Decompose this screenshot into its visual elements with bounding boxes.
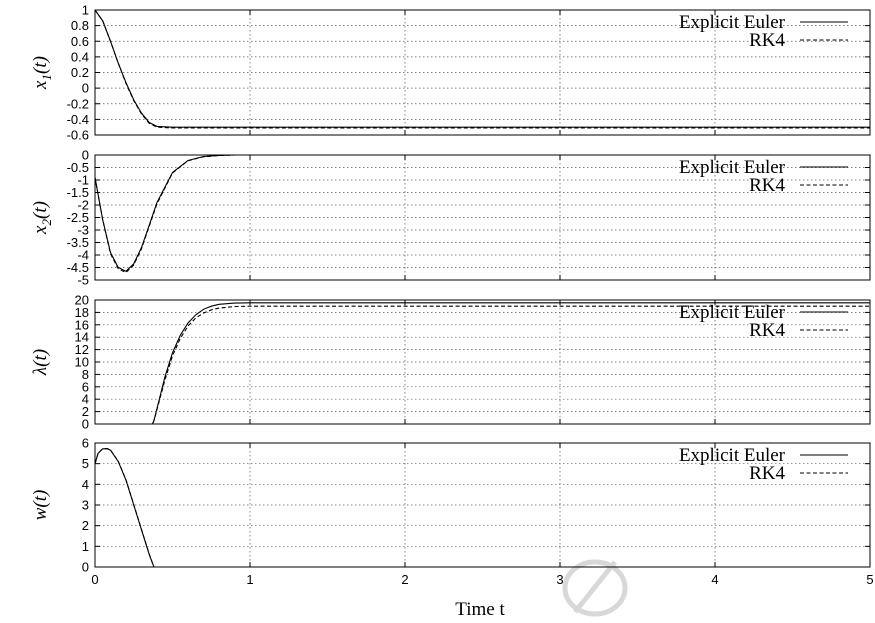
y-axis-label: x1(t): [30, 56, 54, 90]
y-tick-label: -3: [77, 223, 89, 238]
y-tick-label: 4: [82, 392, 89, 407]
y-axis-label: x2(t): [30, 201, 54, 235]
y-tick-label: -5: [77, 273, 89, 288]
series-line-explicit-euler: [95, 302, 870, 425]
y-tick-label: 0.8: [71, 18, 89, 33]
y-tick-label: 8: [82, 367, 89, 382]
legend-label: RK4: [749, 320, 785, 341]
y-tick-label: 0.2: [71, 65, 89, 80]
panel-x2: 0-0.5-1-1.5-2-2.5-3-3.5-4-4.5-5 Explicit …: [30, 148, 871, 288]
x-tick-label: 4: [711, 572, 718, 587]
x-axis-label: Time t: [455, 599, 505, 620]
y-tick-label: 0: [82, 148, 89, 163]
watermark: [562, 559, 628, 617]
y-tick-label: 0: [82, 560, 89, 575]
plot-frame: [94, 9, 871, 136]
y-axis-label: λ(t): [30, 349, 51, 376]
y-tick-label: 2: [82, 404, 89, 419]
series-line-rk4: [95, 9, 870, 129]
plot-frame: [94, 442, 871, 568]
legend-label: RK4: [749, 30, 785, 51]
y-tick-label: 1: [82, 3, 89, 18]
y-tick-label: 0: [82, 81, 89, 96]
y-tick-label: -4.5: [67, 260, 89, 275]
y-tick-label: -0.6: [67, 128, 89, 143]
plot-frame: [94, 299, 871, 425]
y-tick-label: -0.4: [67, 112, 89, 127]
x-tick-label: 0: [91, 572, 98, 587]
y-tick-label: 20: [75, 293, 89, 308]
y-tick-label: 1: [82, 539, 89, 554]
y-tick-label: -1.5: [67, 185, 89, 200]
y-tick-label: -0.2: [67, 96, 89, 111]
y-tick-label: 0.6: [71, 34, 89, 49]
y-tick-label: 2: [82, 518, 89, 533]
y-tick-label: 3: [82, 498, 89, 513]
y-tick-label: 0: [82, 417, 89, 432]
y-tick-label: 4: [82, 477, 89, 492]
x-tick-label: 2: [401, 572, 408, 587]
x-tick-label: 1: [246, 572, 253, 587]
y-tick-label: 0.4: [71, 49, 89, 64]
y-tick-label: 5: [82, 456, 89, 471]
legend-label: Explicit Euler: [679, 12, 786, 33]
legend-label: Explicit Euler: [679, 445, 786, 466]
x-tick-label: 3: [556, 572, 563, 587]
y-tick-label: -2: [77, 198, 89, 213]
y-tick-label: 10: [75, 355, 89, 370]
y-tick-label: -0.5: [67, 160, 89, 175]
y-tick-label: -1: [77, 173, 89, 188]
series-line-rk4: [95, 448, 870, 568]
y-axis-label: w(t): [30, 490, 51, 521]
y-tick-label: 12: [75, 342, 89, 357]
y-tick-label: 6: [82, 379, 89, 394]
legend-label: RK4: [749, 175, 785, 196]
panel-x1: 10.80.60.40.20-0.2-0.4-0.6 Explicit Euler…: [30, 3, 871, 143]
x-tick-label: 5: [866, 572, 873, 587]
y-tick-label: -3.5: [67, 235, 89, 250]
legend-label: Explicit Euler: [679, 157, 786, 178]
legend-label: Explicit Euler: [679, 302, 786, 323]
legend-label: RK4: [749, 463, 785, 484]
y-tick-label: 16: [75, 317, 89, 332]
series-line-rk4: [95, 305, 870, 425]
y-tick-label: -4: [77, 248, 89, 263]
y-tick-label: 18: [75, 305, 89, 320]
y-tick-label: 6: [82, 436, 89, 451]
y-tick-label: -2.5: [67, 210, 89, 225]
plot-frame: [94, 154, 871, 281]
y-tick-label: 14: [75, 330, 89, 345]
